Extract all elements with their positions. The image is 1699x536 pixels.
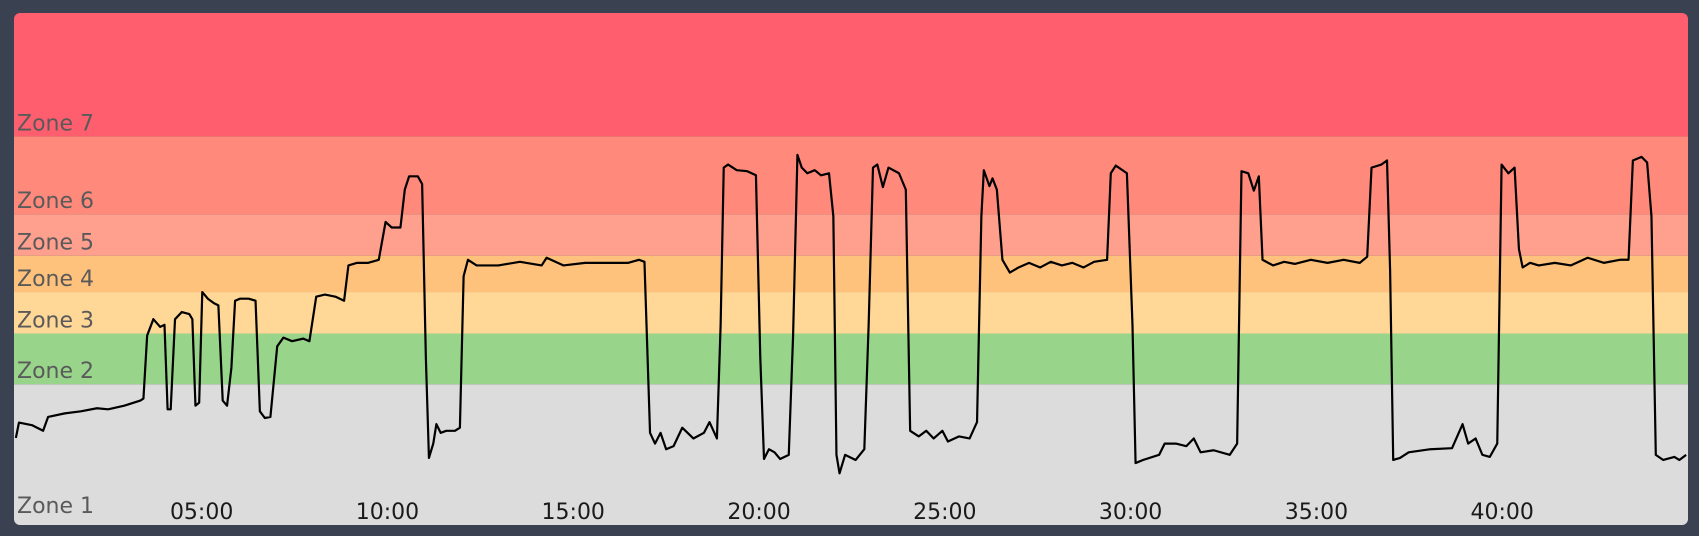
x-tick-label: 25:00 xyxy=(913,500,976,525)
zone-label: Zone 5 xyxy=(17,231,94,256)
zone-band xyxy=(14,333,1688,385)
zone-label: Zone 7 xyxy=(17,111,94,136)
zone-label: Zone 3 xyxy=(17,309,94,334)
x-tick-label: 05:00 xyxy=(170,500,233,525)
zone-label: Zone 6 xyxy=(17,189,94,214)
x-tick-label: 35:00 xyxy=(1285,500,1348,525)
zone-label: Zone 1 xyxy=(17,494,94,519)
zone-band xyxy=(14,13,1688,137)
x-tick-label: 40:00 xyxy=(1471,500,1534,525)
zone-band xyxy=(14,255,1688,293)
plot-area xyxy=(14,153,1687,475)
zone-labels: Zone 1 Zone 2 Zone 3 Zone 4 Zone 5 Zone 6 Zone… xyxy=(17,111,94,519)
x-tick-label: 20:00 xyxy=(727,500,790,525)
data-line xyxy=(14,153,1687,475)
x-tick-label: 30:00 xyxy=(1099,500,1162,525)
x-axis: 05:00 10:00 15:00 20:00 25:00 30:00 35:00 40:00 xyxy=(170,500,1534,525)
x-tick-label: 10:00 xyxy=(356,500,419,525)
zone-band xyxy=(14,384,1688,525)
zone-bands xyxy=(14,13,1688,525)
zone-label: Zone 4 xyxy=(17,267,94,292)
zone-label: Zone 2 xyxy=(17,359,94,384)
x-tick-label: 15:00 xyxy=(542,500,605,525)
zone-band xyxy=(14,214,1688,256)
zone-band xyxy=(14,136,1688,215)
zone-band xyxy=(14,292,1688,334)
